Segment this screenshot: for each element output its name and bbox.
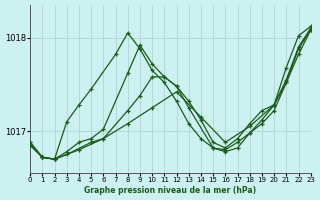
X-axis label: Graphe pression niveau de la mer (hPa): Graphe pression niveau de la mer (hPa) (84, 186, 257, 195)
